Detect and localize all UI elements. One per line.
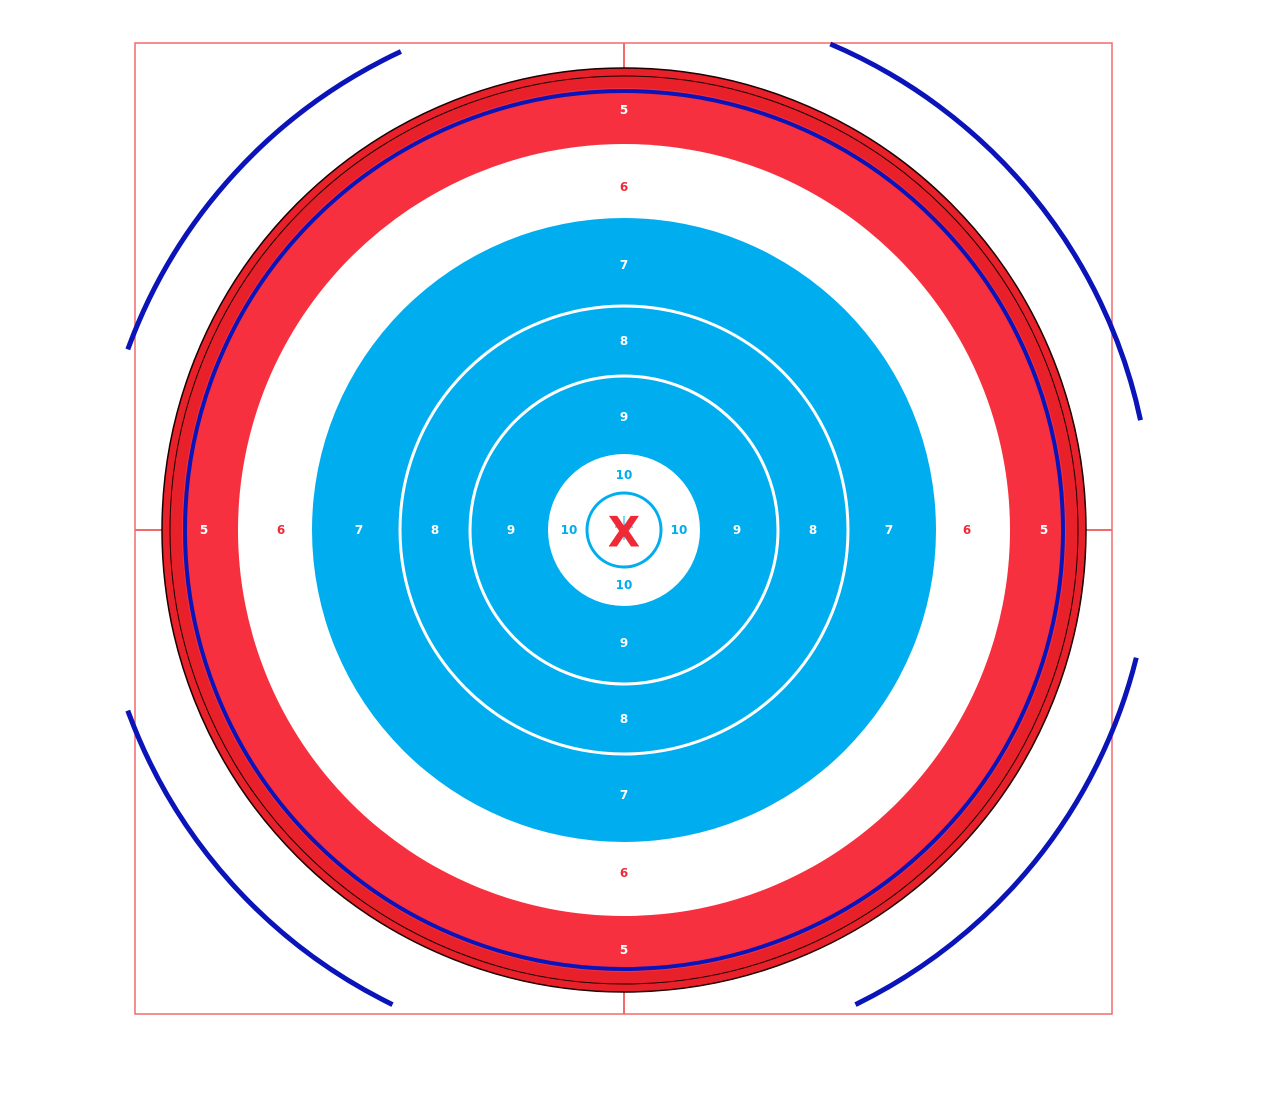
score-labels: 5 5 5 5 6 6 6 6 7 7 7 7 8 8 8 8 9 9 9 9 10 10 10 10	[200, 103, 1048, 957]
arc-bottom-left	[125, 709, 394, 1007]
arc-bottom-right	[854, 657, 1139, 1007]
target-frame	[134, 42, 1113, 1015]
score-label-6-right: 6	[963, 523, 971, 537]
score-label-6-top: 6	[620, 180, 628, 194]
score-label-9-left: 9	[507, 523, 515, 537]
ring-8-divider	[398, 304, 850, 756]
score-label-7-bottom: 7	[620, 788, 628, 802]
score-label-7-left: 7	[355, 523, 363, 537]
score-label-5-right: 5	[1040, 523, 1048, 537]
arc-top-right	[829, 41, 1143, 421]
outer-arcs	[125, 41, 1143, 1007]
score-label-9-right: 9	[733, 523, 741, 537]
score-label-10-bottom: 10	[616, 578, 633, 592]
score-label-8-top: 8	[620, 334, 628, 348]
score-label-9-bottom: 9	[620, 636, 628, 650]
score-label-6-left: 6	[277, 523, 285, 537]
score-label-8-bottom: 8	[620, 712, 628, 726]
score-label-10-top: 10	[616, 468, 633, 482]
ring-9-divider	[468, 374, 780, 686]
score-label-10-right: 10	[671, 523, 688, 537]
score-label-6-bottom: 6	[620, 866, 628, 880]
center-x-mark: X	[608, 508, 640, 557]
arc-top-left	[125, 49, 402, 351]
score-label-10-left: 10	[561, 523, 578, 537]
ring-5-blue-line	[183, 89, 1065, 971]
score-label-8-left: 8	[431, 523, 439, 537]
score-label-8-right: 8	[809, 523, 817, 537]
score-label-5-top: 5	[620, 103, 628, 117]
target-rings	[161, 67, 1087, 993]
inner-x-ring	[585, 491, 663, 569]
score-label-5-left: 5	[200, 523, 208, 537]
score-label-7-right: 7	[885, 523, 893, 537]
score-label-7-top: 7	[620, 258, 628, 272]
ring-outer-rim-inner-edge	[169, 75, 1079, 985]
score-label-9-top: 9	[620, 410, 628, 424]
score-label-5-bottom: 5	[620, 943, 628, 957]
